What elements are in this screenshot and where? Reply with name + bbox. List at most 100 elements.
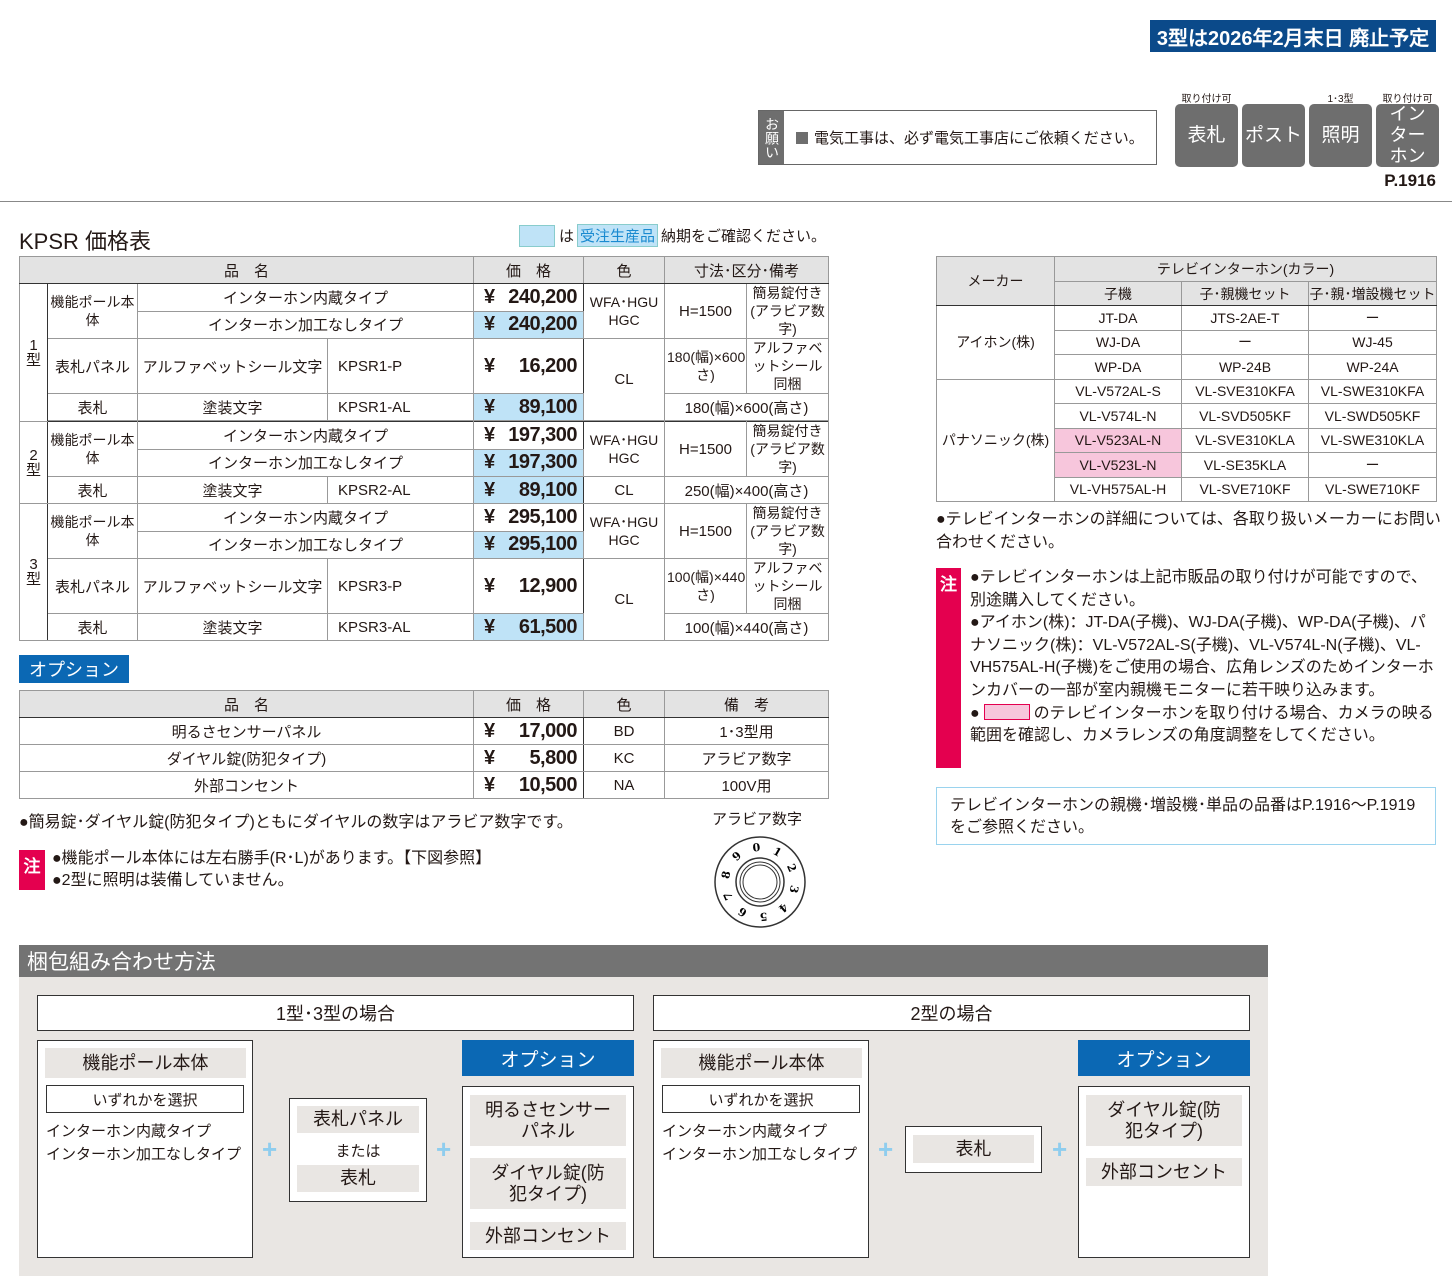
plate-option: 表札 xyxy=(913,1135,1034,1163)
maker-name: アイホン(株) xyxy=(936,305,1055,380)
page-ref: P.1916 xyxy=(1384,171,1436,190)
item-name: アルファベットシール文字 xyxy=(137,558,328,614)
col-name: 品 名 xyxy=(18,256,475,284)
price-cell: ¥89,100 xyxy=(473,393,585,421)
item-label: 表札 xyxy=(47,393,138,421)
col-color: 色 xyxy=(583,690,665,718)
pole-label: 機能ポール本体 xyxy=(47,503,138,559)
col-group: テレビインターホン(カラー) xyxy=(1053,256,1438,282)
pink-swatch xyxy=(983,703,1030,720)
category-light[interactable]: 照明 xyxy=(1309,104,1372,167)
price-cell: ¥61,500 xyxy=(473,613,585,641)
discontinuation-banner: 3型は2026年2月末日 廃止予定 xyxy=(1150,20,1436,52)
item-code: KPSR2-AL xyxy=(326,476,475,504)
option-item: 明るさセンサーパネル xyxy=(470,1095,626,1146)
model-cell: WP-24B xyxy=(1181,354,1309,380)
color-cell: CL xyxy=(583,476,666,504)
col-set: 子･親機セット xyxy=(1181,281,1309,306)
table-row: VL-V574L-N VL-SVD505KF VL-SWD505KF xyxy=(937,403,1438,429)
square-icon xyxy=(796,132,808,144)
category-nameplate[interactable]: 表札 xyxy=(1175,104,1238,167)
category-post[interactable]: ポスト xyxy=(1242,104,1305,167)
item-name: 明るさセンサーパネル xyxy=(19,717,474,745)
pole-label: 機能ポール本体 xyxy=(661,1048,862,1078)
category-note: 取り付け可 xyxy=(1181,94,1232,105)
col-name: 品 名 xyxy=(19,690,474,718)
dial-label: アラビア数字 xyxy=(712,811,803,828)
dial-digit: 5 xyxy=(759,909,768,923)
col-price: 価 格 xyxy=(473,690,584,718)
model-cell: ー xyxy=(1307,305,1438,331)
dial-digit: 0 xyxy=(752,841,761,855)
col-color: 色 xyxy=(583,256,666,284)
note-item: ●アイホン(株)：JT-DA(子機)、WJ-DA(子機)、WP-DA(子機)、パ… xyxy=(970,614,1434,699)
type-label: 2型 xyxy=(19,421,48,504)
col-price: 価 格 xyxy=(473,256,585,284)
legend-text: 納期をご確認ください。 xyxy=(661,228,827,245)
intercom-maker-table: メーカー テレビインターホン(カラー) 子機 子･親機セット 子･親･増設機セット ア… xyxy=(936,256,1438,502)
category-intercom[interactable]: インターホン xyxy=(1376,104,1439,167)
dim-cell: 100(幅)×440(高さ) xyxy=(664,613,830,641)
model-cell: VL-SWD505KF xyxy=(1307,403,1438,429)
model-cell: VL-SVE710KF xyxy=(1181,476,1309,502)
col-maker: メーカー xyxy=(936,256,1055,306)
item-name: インターホン内蔵タイプ xyxy=(136,421,475,450)
model-cell: WJ-45 xyxy=(1307,329,1438,355)
select-label: いずれかを選択 xyxy=(662,1085,860,1113)
model-cell: VL-SWE310KFA xyxy=(1307,378,1438,404)
color-cell: CL xyxy=(583,338,666,421)
item-label: 表札パネル xyxy=(47,558,138,614)
options-heading: オプション xyxy=(1078,1040,1250,1076)
col-dim: 寸法･区分･備考 xyxy=(664,256,830,284)
price-cell: ¥295,100 xyxy=(473,503,585,532)
note-cell: 1･3型用 xyxy=(664,717,829,745)
model-cell: JT-DA xyxy=(1054,305,1182,331)
color-cell: WFA･HGU HGC xyxy=(583,283,666,339)
model-cell: ー xyxy=(1181,329,1309,355)
reference-box: テレビインターホンの親機･増設機･単品の品番はP.1916〜P.1919をご参照… xyxy=(936,787,1436,845)
item-label: 表札 xyxy=(47,613,138,641)
select-label: いずれかを選択 xyxy=(46,1085,244,1113)
table-row: 外部コンセント ¥10,500 NA 100V用 xyxy=(19,771,829,799)
price-cell: ¥17,000 xyxy=(473,717,584,745)
plus-icon: + xyxy=(878,1134,894,1164)
table-row: 1型 機能ポール本体 インターホン内蔵タイプ ¥240,200 WFA･HGU … xyxy=(19,283,830,422)
caution-badge: 注 xyxy=(936,568,961,768)
price-cell: ¥12,900 xyxy=(473,558,585,614)
note-cell: 簡易錠付き(アラビア数字) xyxy=(746,283,830,339)
col-note: 備 考 xyxy=(664,690,829,718)
dim-cell: 180(幅)×600(高さ) xyxy=(664,393,830,421)
model-cell: VL-SWE710KF xyxy=(1307,476,1438,502)
model-cell: VL-V523L-N xyxy=(1054,452,1182,478)
table-row: 明るさセンサーパネル ¥17,000 BD 1･3型用 xyxy=(19,717,829,745)
price-cell: ¥16,200 xyxy=(473,338,585,394)
notes-right: ●テレビインターホンは上記市販品の取り付けが可能ですので、別途購入してください。… xyxy=(970,567,1440,748)
item-name: アルファベットシール文字 xyxy=(137,338,328,394)
model-cell: JTS-2AE-T xyxy=(1181,305,1309,331)
item-name: ダイヤル錠(防犯タイプ) xyxy=(19,744,474,772)
maker-name: パナソニック(株) xyxy=(936,378,1055,502)
col-full-set: 子･親･増設機セット xyxy=(1307,281,1438,306)
pole-label: 機能ポール本体 xyxy=(47,283,138,339)
item-code: KPSR1-P xyxy=(326,338,475,394)
case-type2: 2型の場合 xyxy=(653,995,1250,1031)
dial-digit: 3 xyxy=(787,884,801,894)
plus-icon: + xyxy=(262,1134,278,1164)
table-row: 表札 塗装文字 KPSR3-AL ¥61,500 100(幅)×440(高さ) xyxy=(20,613,830,641)
color-cell: NA xyxy=(583,771,665,799)
options-table: 品 名価 格色備 考 明るさセンサーパネル ¥17,000 BD 1･3型用 ダイヤル… xyxy=(19,690,829,799)
dim-cell: H=1500 xyxy=(664,283,748,339)
dial-note: ●簡易錠･ダイヤル錠(防犯タイプ)ともにダイヤルの数字はアラビア数字です。 xyxy=(19,814,573,831)
item-code: KPSR1-AL xyxy=(326,393,475,421)
item-name: 塗装文字 xyxy=(137,476,328,504)
header-row: 品 名 価 格 色 寸法･区分･備考 xyxy=(18,256,830,284)
note-item: ●機能ポール本体には左右勝手(R･L)があります。【下図参照】 xyxy=(52,850,492,867)
pole-option: インターホン加工なしタイプ xyxy=(662,1146,858,1163)
note-item: ●2型に照明は装備していません。 xyxy=(52,872,294,889)
table-row: 表札パネル アルファベットシール文字 KPSR1-P ¥16,200 CL 18… xyxy=(20,338,830,421)
option-item: 外部コンセント xyxy=(1086,1158,1242,1186)
type-label: 3型 xyxy=(19,503,48,641)
pole-option: インターホン加工なしタイプ xyxy=(46,1146,242,1163)
model-cell: VL-VH575AL-H xyxy=(1054,476,1182,502)
